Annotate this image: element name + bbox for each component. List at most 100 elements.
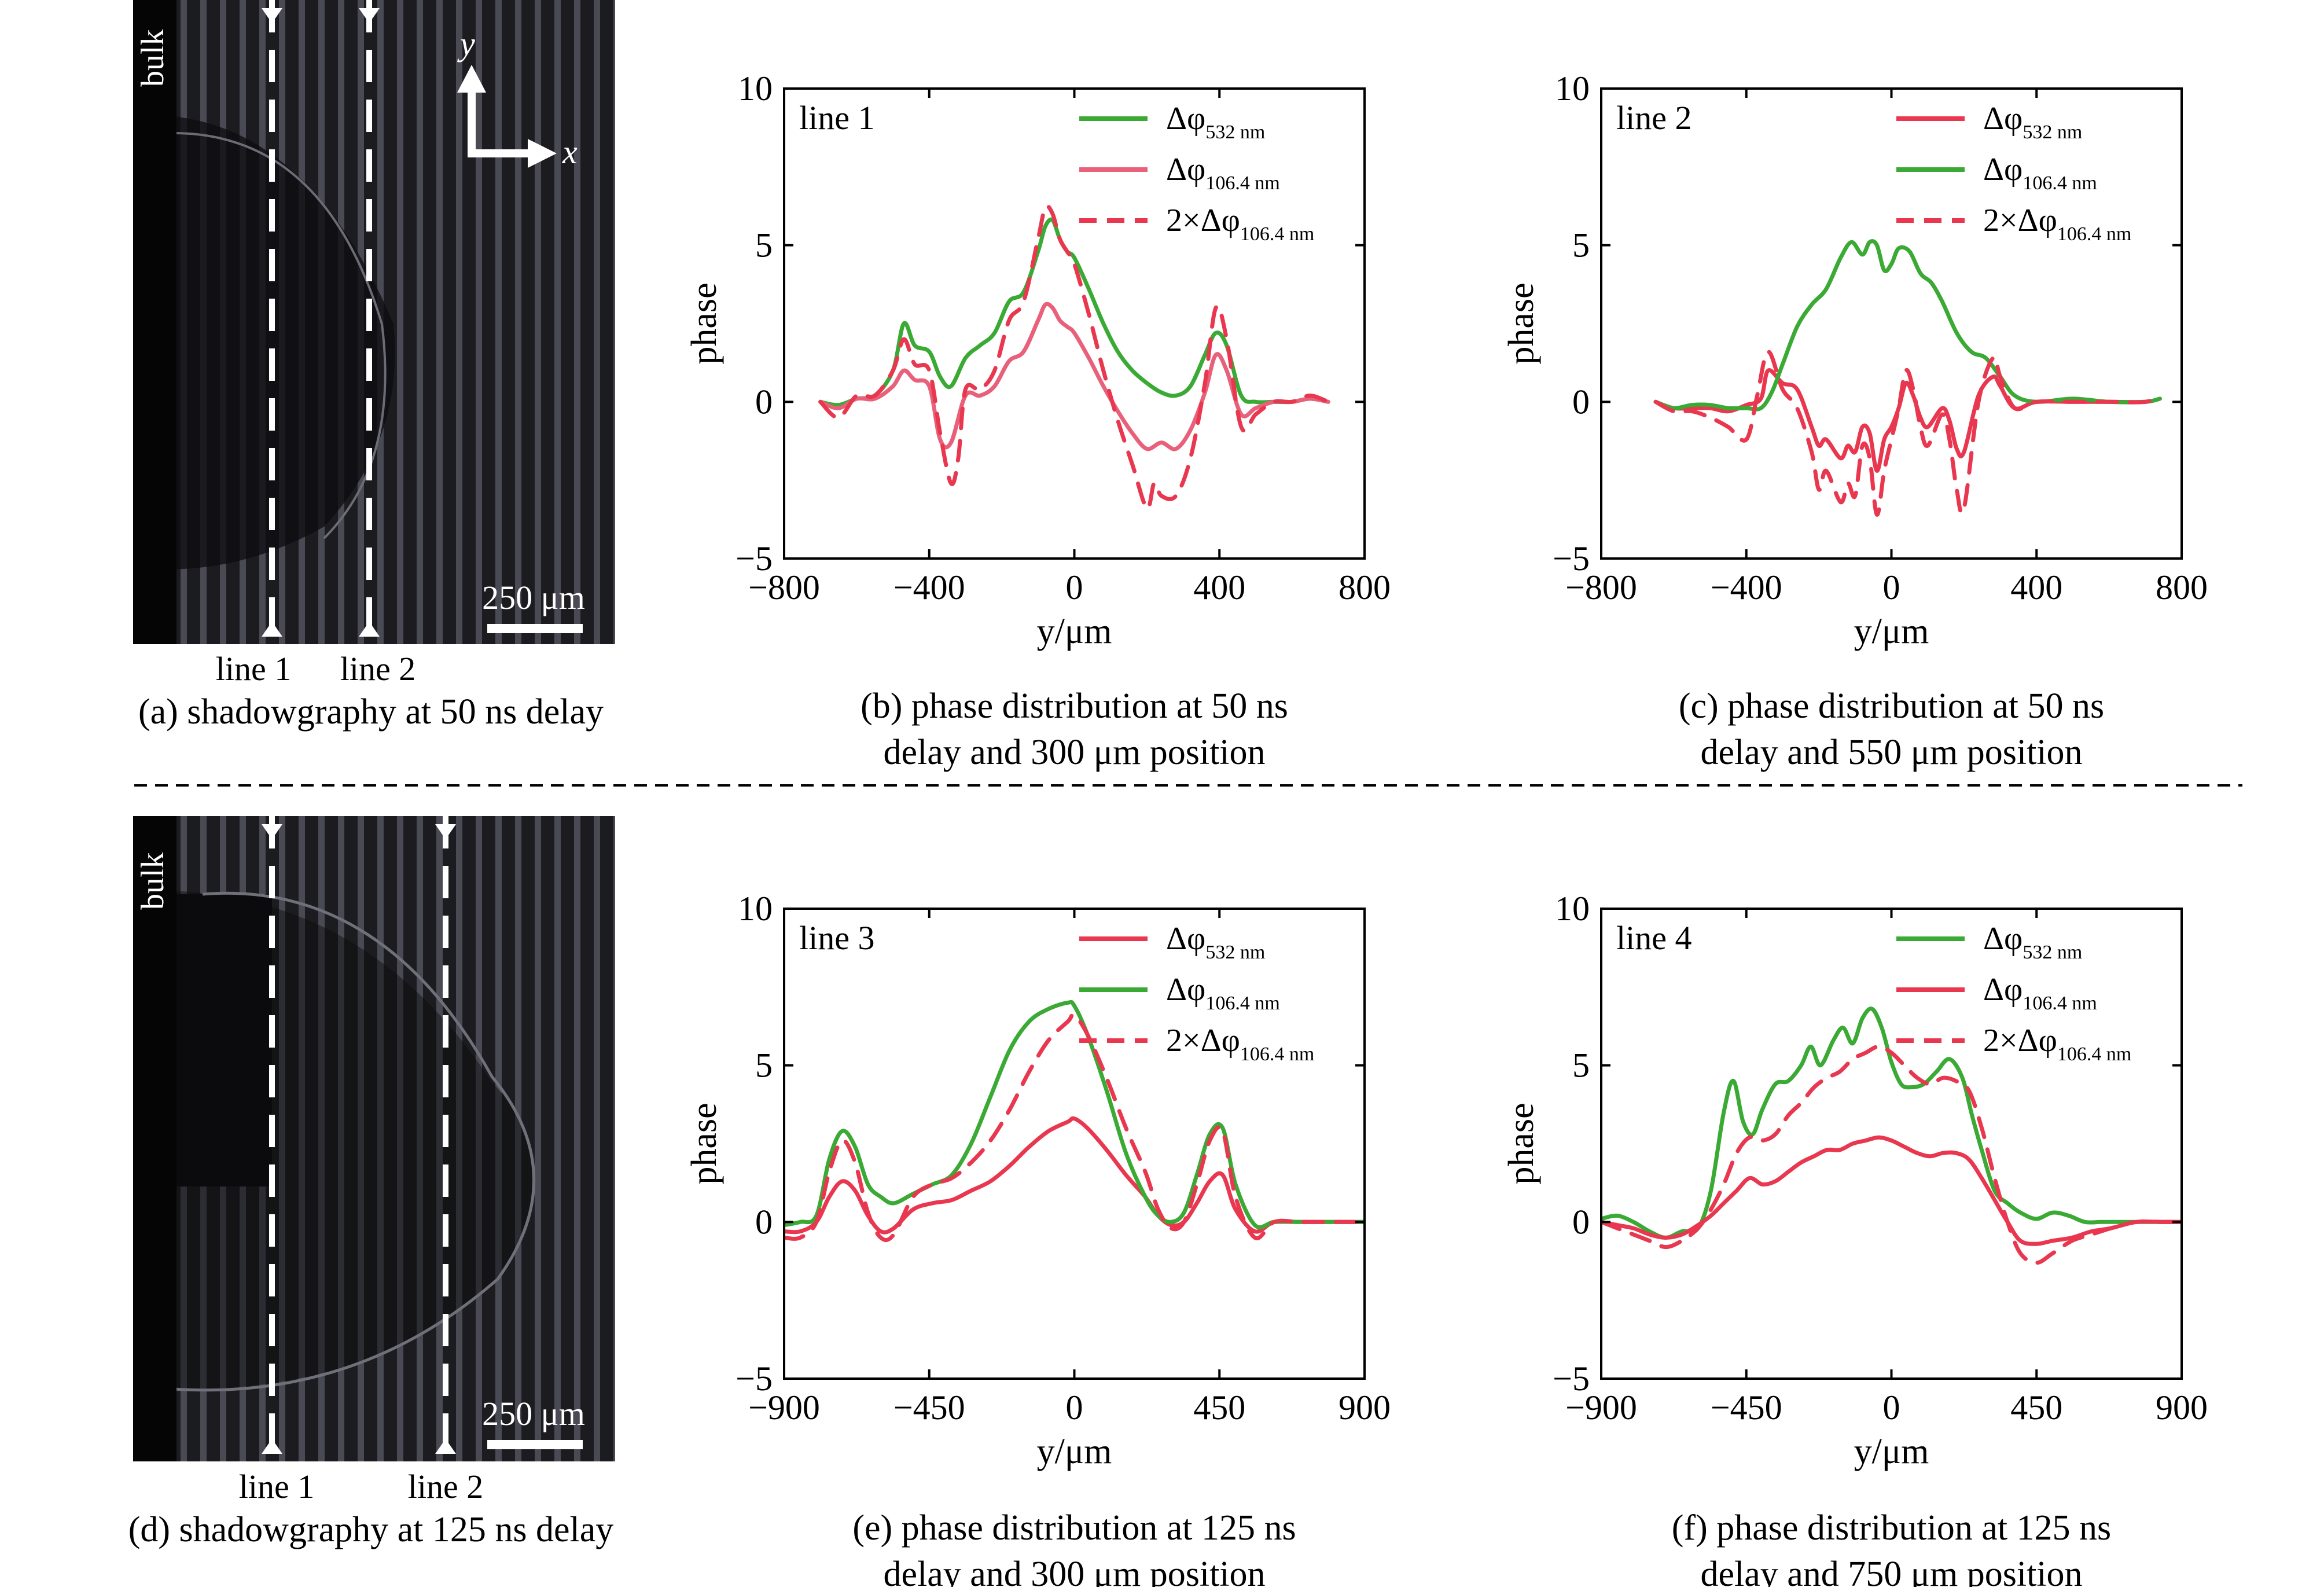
- x-tick-label: 450: [2010, 1388, 2062, 1427]
- caption-line: delay and 300 μm position: [883, 1555, 1265, 1587]
- shadowgraph-d: bulk 250 μm line 1 line 2 (d) shadowgrap…: [128, 816, 615, 1549]
- series-line-3: [784, 1012, 1365, 1243]
- shadowgraph-a: bulk y x 250 μm line 1 line 2 (a) shadow…: [133, 0, 615, 732]
- y-tick-label: −5: [1553, 539, 1590, 578]
- legend-main: 2×Δφ: [1983, 203, 2057, 238]
- legend-main: Δφ: [1166, 152, 1205, 188]
- arrow-top-icon: [262, 8, 282, 23]
- scale-bar: [487, 1440, 583, 1449]
- y-axis-label: phase: [1502, 282, 1541, 364]
- arrow-bottom-icon: [262, 622, 282, 637]
- y-tick-label: −5: [736, 539, 773, 578]
- x-tick-label: 900: [2156, 1388, 2208, 1427]
- y-tick-label: −5: [1553, 1360, 1590, 1398]
- series-line-3: [818, 204, 1330, 510]
- legend-main: 2×Δφ: [1166, 203, 1240, 238]
- y-tick-label: 0: [1572, 1203, 1590, 1241]
- caption-line: (b) phase distribution at 50 ns: [861, 686, 1288, 726]
- x-tick-label: 0: [1066, 568, 1083, 607]
- line-1-label: line 1: [216, 650, 291, 688]
- legend-label: Δφ532 nm: [1983, 101, 2082, 143]
- panel-label: line 3: [799, 919, 874, 957]
- plasma-plume: [133, 115, 395, 570]
- panel-label: line 4: [1616, 919, 1691, 957]
- caption-line: delay and 750 μm position: [1700, 1555, 2082, 1587]
- legend-main: Δφ: [1166, 101, 1205, 137]
- y-tick-label: 10: [738, 890, 773, 928]
- chart-e: −900 −450 0 450 900 −5 0 5 10 y/μm phase line 3 Δφ53…: [685, 890, 1391, 1587]
- legend-label: Δφ532 nm: [1166, 921, 1265, 963]
- caption-line: (e) phase distribution at 125 ns: [852, 1508, 1296, 1548]
- y-tick-label: 0: [755, 1203, 773, 1241]
- legend-label: Δφ106.4 nm: [1166, 152, 1280, 194]
- dark-core: [174, 894, 272, 1186]
- legend-subscript: 532 nm: [1205, 122, 1265, 143]
- bulk-region: [133, 0, 176, 644]
- x-tick-label: 800: [1338, 568, 1391, 607]
- line-1-label: line 1: [239, 1468, 314, 1505]
- y-tick-label: 10: [738, 69, 773, 108]
- legend-main: 2×Δφ: [1166, 1023, 1240, 1059]
- scale-bar-label: 250 μm: [482, 579, 585, 616]
- x-tick-label: 400: [2010, 568, 2062, 607]
- caption-line: delay and 300 μm position: [883, 733, 1265, 772]
- arrow-top-icon: [262, 824, 282, 839]
- legend-subscript: 106.4 nm: [2057, 1044, 2131, 1065]
- plot-area: [818, 204, 1330, 510]
- arrow-bottom-icon: [359, 622, 380, 637]
- plot-frame: [783, 908, 1366, 1380]
- legend-subscript: 532 nm: [2023, 942, 2082, 963]
- x-tick-label: 800: [2156, 568, 2208, 607]
- caption-line: (c) phase distribution at 50 ns: [1679, 686, 2104, 726]
- legend-subscript: 106.4 nm: [2023, 993, 2097, 1014]
- legend-subscript: 532 nm: [2023, 122, 2082, 143]
- series-line-3: [1601, 1044, 2182, 1265]
- y-tick-label: 0: [755, 383, 773, 421]
- y-tick-label: 5: [755, 226, 773, 264]
- panel-label: line 2: [1616, 99, 1691, 137]
- legend-subscript: 532 nm: [1205, 942, 1265, 963]
- x-axis-label: y/μm: [1037, 1432, 1112, 1471]
- y-tick-label: 0: [1572, 383, 1590, 421]
- plot-area: [1653, 239, 2162, 517]
- arrow-bottom-icon: [262, 1439, 282, 1454]
- series-line-2: [818, 302, 1330, 451]
- legend-label: Δφ532 nm: [1983, 921, 2082, 963]
- y-tick-label: 5: [755, 1046, 773, 1085]
- bulk-label: bulk: [135, 852, 171, 910]
- legend-label: 2×Δφ106.4 nm: [1166, 203, 1314, 245]
- x-tick-label: −800: [748, 568, 820, 607]
- x-tick-label: −400: [893, 568, 965, 607]
- legend-label: Δφ532 nm: [1166, 101, 1265, 143]
- x-tick-label: 0: [1883, 1388, 1900, 1427]
- x-tick-label: −800: [1565, 568, 1637, 607]
- arrow-up-icon: [457, 65, 486, 93]
- x-tick-label: 450: [1193, 1388, 1245, 1427]
- series-line-3: [1653, 350, 2162, 517]
- series-line-1: [1601, 1006, 2182, 1240]
- arrow-top-icon: [435, 824, 456, 839]
- x-tick-label: 0: [1066, 1388, 1083, 1427]
- x-tick-label: −900: [1565, 1388, 1637, 1427]
- series-line-2: [1601, 1135, 2182, 1246]
- y-axis-label: phase: [1502, 1103, 1541, 1184]
- legend-subscript: 106.4 nm: [1205, 993, 1279, 1014]
- caption-line: (f) phase distribution at 125 ns: [1672, 1508, 2111, 1548]
- series-line-1: [784, 1116, 1365, 1235]
- legend-main: Δφ: [1983, 972, 2023, 1008]
- x-tick-label: 0: [1883, 568, 1900, 607]
- legend-main: Δφ: [1983, 921, 2023, 957]
- scale-bar-label: 250 μm: [482, 1395, 585, 1432]
- x-axis-label: y/μm: [1854, 612, 1929, 651]
- x-tick-label: −400: [1711, 568, 1782, 607]
- x-axis-letter: x: [562, 133, 578, 171]
- x-tick-label: −450: [893, 1388, 965, 1427]
- plot-area: [1601, 1006, 2182, 1265]
- chart-f: −900 −450 0 450 900 −5 0 5 10 y/μm phase line 4 Δφ53…: [1502, 890, 2208, 1587]
- legend-label: Δφ106.4 nm: [1983, 972, 2097, 1014]
- x-tick-label: −900: [748, 1388, 820, 1427]
- chart-c: −800 −400 0 400 800 −5 0 5 10 y/μm phase line 2 Δφ53…: [1502, 69, 2208, 772]
- legend-subscript: 106.4 nm: [1205, 172, 1279, 194]
- caption-a: (a) shadowgraphy at 50 ns delay: [138, 692, 604, 732]
